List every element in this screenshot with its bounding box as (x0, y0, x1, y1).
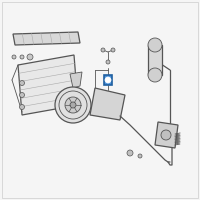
Polygon shape (90, 88, 125, 120)
Circle shape (20, 80, 24, 86)
Bar (148, 45, 162, 75)
Circle shape (55, 87, 91, 123)
Circle shape (27, 54, 33, 60)
Circle shape (106, 60, 110, 64)
Circle shape (138, 154, 142, 158)
Circle shape (148, 68, 162, 82)
Polygon shape (155, 122, 178, 148)
Polygon shape (18, 55, 78, 115)
Circle shape (111, 48, 115, 52)
Circle shape (65, 97, 81, 113)
Polygon shape (13, 32, 80, 45)
Bar (104, 75, 112, 85)
Circle shape (105, 77, 111, 83)
Circle shape (20, 104, 24, 110)
Circle shape (20, 55, 24, 59)
Circle shape (148, 38, 162, 52)
Circle shape (161, 130, 171, 140)
Circle shape (127, 150, 133, 156)
Polygon shape (70, 72, 82, 88)
Circle shape (101, 48, 105, 52)
Circle shape (20, 92, 24, 98)
Circle shape (12, 55, 16, 59)
Circle shape (70, 102, 76, 108)
